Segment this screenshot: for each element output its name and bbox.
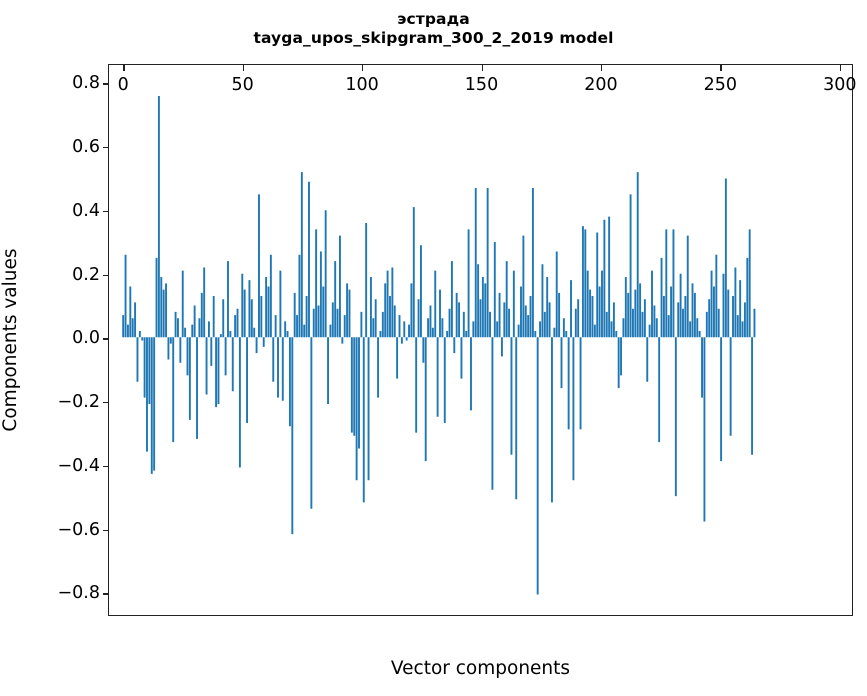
y-tick-mark [103, 338, 109, 340]
y-tick-mark [103, 210, 109, 213]
bar-series [122, 95, 756, 595]
y-tick-mark [103, 274, 109, 276]
plot-axes: 0.8 0.6 0.4 0.2 0.0 −0.2 −0.4 −0.6 −0.8 0 50 100 15… [58, 64, 857, 616]
y-tick-mark [103, 465, 109, 468]
y-axis-label: Components values [0, 248, 21, 432]
chart-title: эстрада tayga_upos_skipgram_300_2_2019 m… [0, 10, 867, 48]
x-tick-mark [839, 65, 842, 71]
y-tick-mark [103, 147, 109, 149]
x-axis-label: Vector components [390, 658, 571, 679]
y-tick-label: −0.2 [57, 392, 101, 413]
y-tick-mark [103, 593, 109, 595]
y-tick-label: 0.6 [72, 137, 100, 158]
x-tick-label: 200 [584, 75, 618, 95]
x-tick-label: 250 [703, 75, 738, 95]
y-tick-label: 0.2 [72, 264, 100, 285]
x-tick-mark [720, 65, 722, 71]
x-tick-label: 300 [823, 75, 857, 95]
y-tick-label: 0.8 [72, 73, 100, 94]
y-tick-mark [103, 83, 109, 85]
title-line-2: tayga_upos_skipgram_300_2_2019 model [253, 28, 614, 47]
x-tick-label: 0 [117, 75, 129, 95]
x-tick-label: 100 [345, 75, 379, 95]
y-tick-label: −0.4 [57, 455, 101, 476]
y-tick-label: 0.4 [72, 200, 100, 221]
x-tick-label: 150 [464, 75, 499, 95]
plot-area [109, 65, 852, 615]
y-tick-mark [103, 529, 109, 531]
x-tick-mark [362, 65, 364, 71]
y-tick-label: −0.6 [57, 519, 101, 540]
y-tick-mark [103, 402, 109, 404]
x-tick-mark [481, 65, 483, 71]
x-tick-mark [123, 65, 125, 71]
bar-path [122, 95, 756, 595]
y-tick-label: 0.0 [72, 328, 100, 349]
x-tick-label: 50 [231, 75, 254, 95]
x-tick-mark [242, 65, 245, 71]
x-tick-mark [600, 65, 603, 71]
y-tick-label: −0.8 [57, 583, 101, 604]
title-line-1: эстрада [397, 10, 470, 28]
